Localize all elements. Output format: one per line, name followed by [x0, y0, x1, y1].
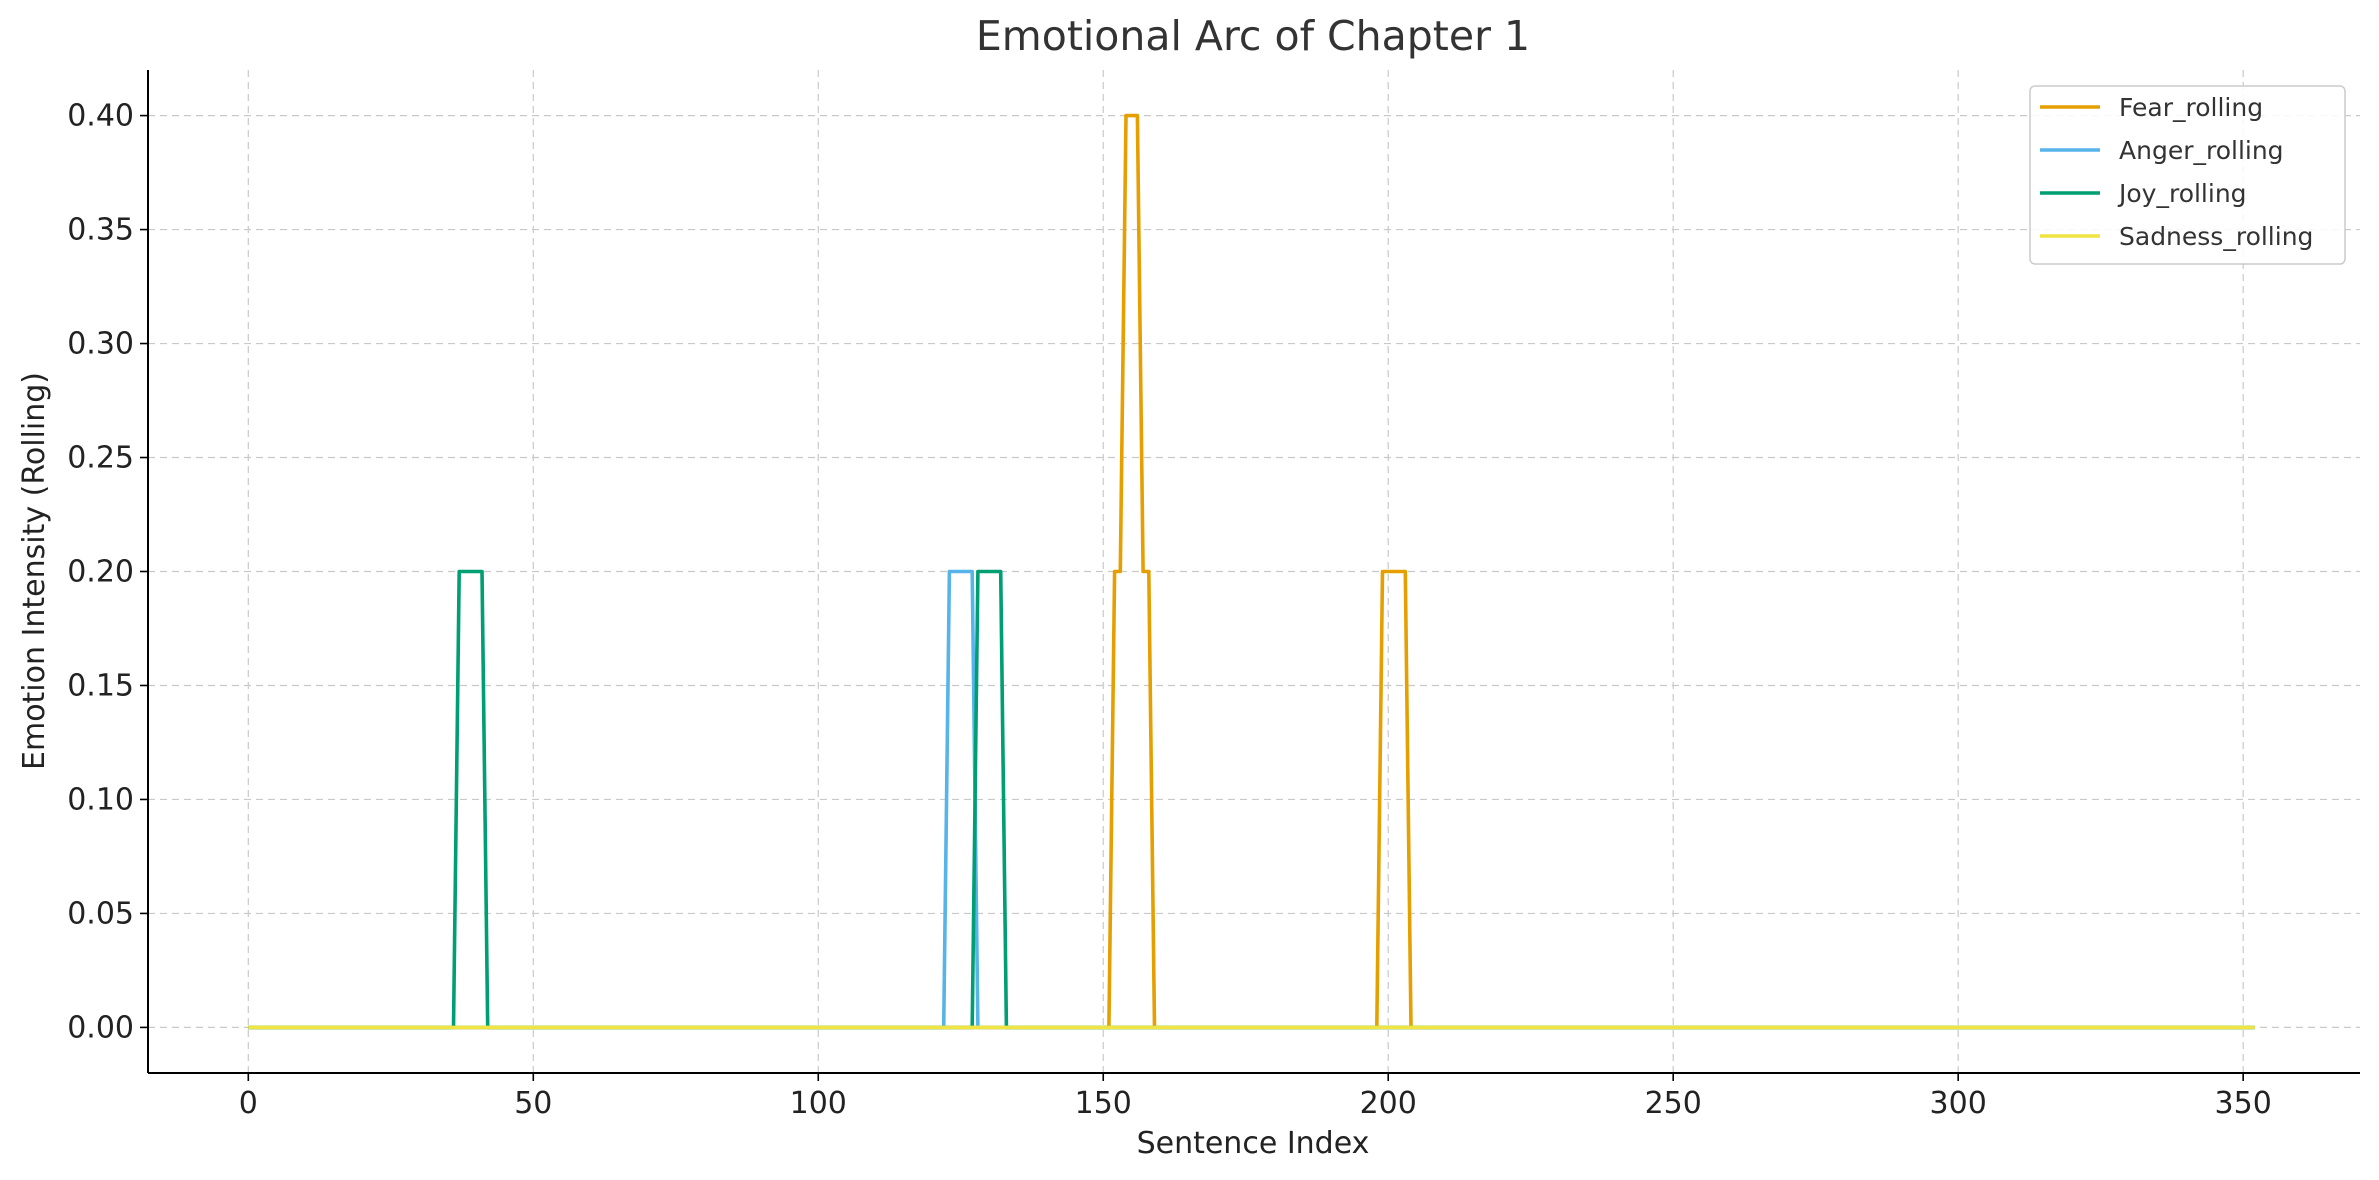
- legend-label: Sadness_rolling: [2119, 222, 2313, 251]
- y-tick-label: 0.10: [67, 782, 134, 817]
- x-tick-label: 250: [1645, 1086, 1702, 1121]
- legend-label: Fear_rolling: [2119, 93, 2263, 122]
- y-tick-label: 0.05: [67, 896, 134, 931]
- x-tick-label: 300: [1930, 1086, 1987, 1121]
- series-line-fear-rolling: [248, 113, 2255, 1030]
- y-tick-label: 0.15: [67, 668, 134, 703]
- y-tick-label: 0.00: [67, 1010, 134, 1045]
- x-tick-label: 200: [1360, 1086, 1417, 1121]
- x-tick-label: 0: [239, 1086, 258, 1121]
- x-tick-label: 50: [514, 1086, 552, 1121]
- series-layer: [248, 113, 2255, 1030]
- legend-label: Joy_rolling: [2117, 179, 2247, 208]
- y-axis-label: Emotion Intensity (Rolling): [17, 372, 52, 770]
- chart-title: Emotional Arc of Chapter 1: [976, 12, 1530, 60]
- y-axis-ticks: 0.00 0.05 0.10 0.15 0.20 0.25 0.30 0.35 0.40: [67, 99, 148, 1045]
- y-tick-label: 0.30: [67, 327, 134, 362]
- legend-frame: [2029, 85, 2346, 265]
- y-tick-label: 0.25: [67, 441, 134, 476]
- x-axis-label: Sentence Index: [1137, 1126, 1370, 1161]
- y-tick-label: 0.40: [67, 99, 134, 134]
- y-tick-label: 0.35: [67, 213, 134, 248]
- legend-label: Anger_rolling: [2119, 136, 2284, 165]
- x-tick-label: 150: [1075, 1086, 1132, 1121]
- x-tick-label: 100: [790, 1086, 847, 1121]
- y-tick-label: 0.20: [67, 555, 134, 590]
- x-tick-label: 350: [2215, 1086, 2272, 1121]
- legend: Fear_rolling Anger_rolling Joy_rolling Sadn…: [2029, 85, 2346, 265]
- x-axis-ticks: 0 50 100 150 200 250 300 350: [239, 1073, 2272, 1121]
